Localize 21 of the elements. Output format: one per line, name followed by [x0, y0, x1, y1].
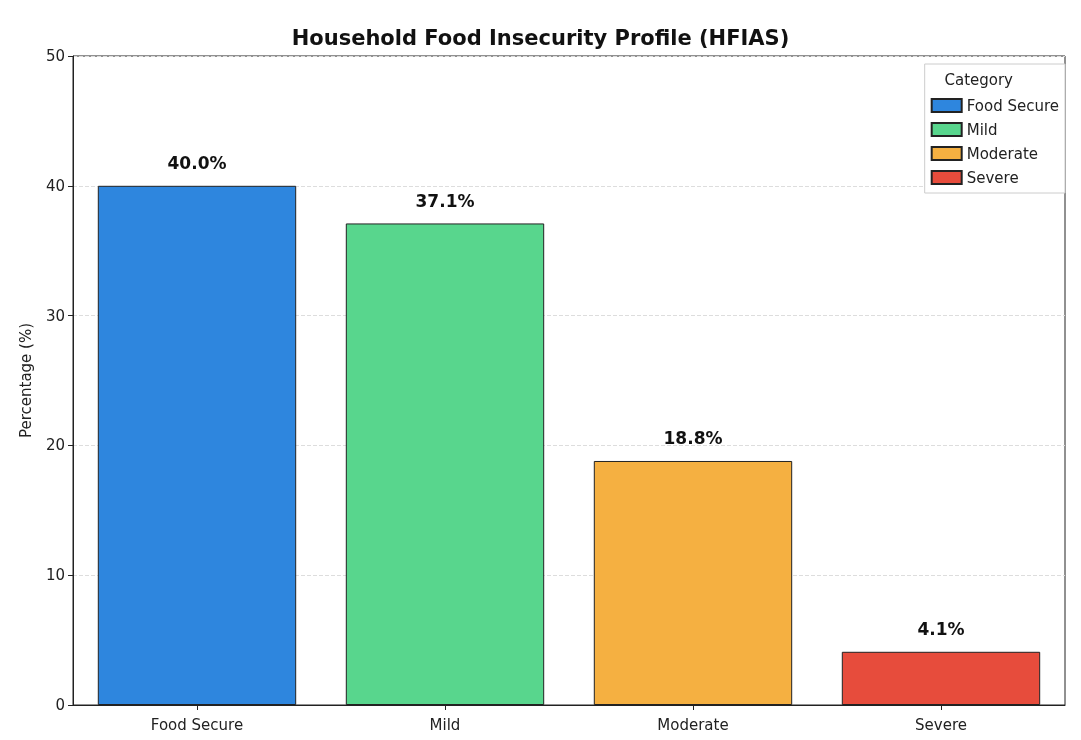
- x-tick-label: Mild: [429, 715, 461, 734]
- y-tick-label: 20: [45, 436, 65, 455]
- x-tick-label: Severe: [915, 715, 967, 734]
- y-tick-label: 30: [45, 306, 65, 325]
- x-tick-label: Food Secure: [150, 715, 244, 734]
- legend-title: Category: [944, 70, 1014, 89]
- legend-label: Moderate: [966, 144, 1039, 163]
- legend-label: Mild: [966, 120, 998, 139]
- y-tick-label: 40: [45, 176, 65, 195]
- y-axis-title: Percentage (%): [16, 322, 35, 439]
- chart-title: Household Food Insecurity Profile (HFIAS): [291, 25, 790, 50]
- data-label: 4.1%: [917, 619, 965, 640]
- data-label: 40.0%: [167, 153, 227, 174]
- y-tick-label: 50: [45, 47, 65, 65]
- data-label: 37.1%: [415, 190, 475, 211]
- y-tick-label: 0: [55, 696, 65, 714]
- legend-label: Food Secure: [966, 96, 1060, 115]
- legend-label: Severe: [966, 168, 1019, 187]
- data-label: 18.8%: [663, 428, 723, 449]
- y-tick-label: 10: [45, 566, 65, 585]
- x-tick-label: Moderate: [657, 715, 729, 734]
